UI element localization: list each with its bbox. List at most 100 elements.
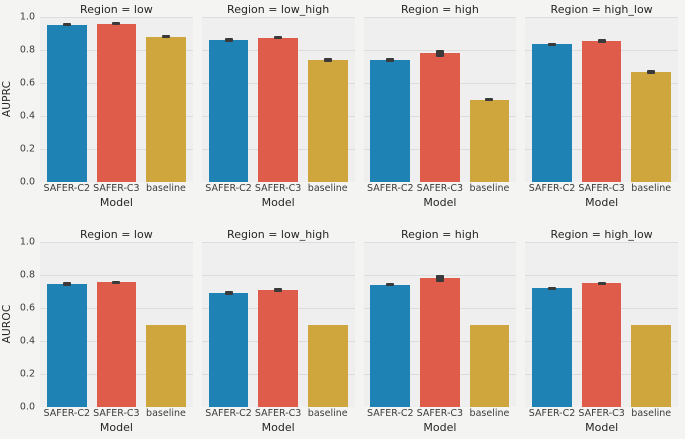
gridline [40, 242, 193, 243]
error-bar [597, 39, 606, 43]
bar-safer-c2 [532, 44, 572, 182]
gridline [40, 274, 193, 276]
facet-title: Region = low [80, 228, 153, 241]
error-bar [224, 38, 233, 43]
plot-panel [363, 242, 517, 407]
bar-slot [626, 17, 676, 182]
x-axis-ticks: SAFER-C2 SAFER-C3 baseline [40, 407, 193, 420]
error-bar [224, 291, 233, 296]
error-bar [548, 286, 557, 290]
facet-auprc-1: Region = low_high SAFER-C2 SAFER-C3 baselin… [201, 3, 355, 212]
gridline [363, 17, 517, 18]
x-tick-label: SAFER-C2 [205, 183, 252, 194]
facet-title: Region = high [400, 228, 479, 241]
error-bar [386, 57, 395, 62]
facet-auroc-2: Region = high SAFER-C2 SAFER-C3 baseline Mod… [363, 228, 517, 437]
facet-auprc-2: Region = high SAFER-C2 SAFER-C3 baseline Mod… [363, 3, 517, 212]
facet-title: Region = low_high [227, 3, 330, 16]
x-tick-label: baseline [631, 408, 672, 419]
plot-panel [525, 242, 678, 407]
gridline [525, 274, 678, 276]
error-bar [485, 97, 494, 102]
bar-baseline [146, 36, 186, 182]
x-tick-label: SAFER-C2 [367, 183, 414, 194]
y-tick-label: 0.8 [19, 269, 35, 281]
x-axis-label: Model [99, 196, 133, 209]
x-axis-ticks: SAFER-C2 SAFER-C3 baseline [525, 182, 678, 195]
gridline [201, 17, 355, 18]
x-axis-label: Model [261, 421, 295, 434]
bar-slot [577, 17, 627, 182]
x-tick-label: baseline [146, 408, 186, 419]
facet-auroc-1: Region = low_high SAFER-C2 SAFER-C3 baselin… [201, 228, 355, 437]
plot-panel [525, 17, 678, 182]
facet-strip: Region = low SAFER-C2 SAFER-C3 baseline Mode… [40, 228, 678, 437]
gridline [201, 274, 355, 276]
error-bar [161, 34, 170, 38]
bar-safer-c3 [420, 278, 460, 407]
facet-auroc-0: Region = low SAFER-C2 SAFER-C3 baseline Mode… [40, 228, 193, 437]
bar-group [364, 17, 517, 182]
bar-slot [366, 17, 416, 182]
bar-slot [465, 17, 515, 182]
x-axis-ticks: SAFER-C2 SAFER-C3 baseline [525, 407, 678, 420]
x-tick-label: baseline [307, 183, 348, 194]
bar-slot [141, 17, 191, 182]
bar-slot [303, 17, 353, 182]
bar-safer-c3 [420, 53, 460, 182]
facet-title: Region = high_low [550, 3, 653, 16]
error-bar [274, 35, 283, 39]
bar-slot [204, 17, 254, 182]
bar-baseline [631, 324, 672, 407]
y-axis: 1.0 0.8 0.6 0.4 0.2 0.0 [14, 228, 40, 437]
x-tick-label: baseline [469, 183, 510, 194]
x-tick-label: baseline [146, 183, 186, 194]
facet-auprc-3: Region = high_low SAFER-C2 SAFER-C3 baselin… [525, 3, 678, 212]
x-tick-label: baseline [307, 408, 348, 419]
gridline [363, 49, 517, 51]
bar-baseline [307, 59, 348, 182]
plot-panel [363, 17, 517, 182]
x-axis-ticks: SAFER-C2 SAFER-C3 baseline [364, 407, 517, 420]
x-tick-label: SAFER-C3 [93, 183, 140, 194]
plot-panel [40, 17, 193, 182]
bar-safer-c2 [532, 288, 572, 407]
bar-slot [465, 242, 515, 407]
bar-safer-c3 [96, 24, 137, 182]
bar-slot [253, 242, 303, 407]
y-axis-label: AUROC [0, 228, 14, 437]
bar-baseline [469, 99, 510, 182]
x-tick-label: SAFER-C3 [254, 183, 302, 194]
bar-safer-c2 [208, 40, 249, 182]
x-tick-label: SAFER-C3 [416, 183, 464, 194]
bar-slot [42, 242, 92, 407]
y-axis-ticks: 1.0 0.8 0.6 0.4 0.2 0.0 [14, 237, 40, 413]
x-tick-label: SAFER-C3 [578, 183, 625, 194]
bar-baseline [146, 324, 186, 407]
x-axis-ticks: SAFER-C2 SAFER-C3 baseline [202, 407, 355, 420]
plot-panel [201, 17, 355, 182]
error-bar [647, 70, 656, 75]
y-tick-label: 0.6 [19, 302, 35, 314]
error-bar [597, 281, 606, 285]
bar-safer-c3 [258, 37, 298, 182]
x-axis-label: Model [585, 196, 619, 209]
bar-baseline [307, 324, 348, 407]
x-axis-label: Model [99, 421, 133, 434]
x-tick-label: SAFER-C3 [93, 408, 140, 419]
error-bar [274, 288, 283, 292]
bar-slot [253, 17, 303, 182]
bar-safer-c2 [46, 284, 87, 407]
x-tick-label: SAFER-C2 [528, 183, 576, 194]
y-tick-label: 0.4 [19, 110, 35, 122]
x-axis-label: Model [423, 421, 457, 434]
gridline [363, 274, 517, 276]
error-bar [112, 22, 121, 26]
bar-slot [415, 17, 465, 182]
facet-row-auprc: AUPRC 1.0 0.8 0.6 0.4 0.2 0.0 Region = low SAFER… [0, 3, 678, 212]
x-tick-label: SAFER-C2 [205, 408, 252, 419]
bar-group [525, 242, 678, 407]
facet-auprc-0: Region = low SAFER-C2 SAFER-C3 baseline Mode… [40, 3, 193, 212]
bar-slot [366, 242, 416, 407]
